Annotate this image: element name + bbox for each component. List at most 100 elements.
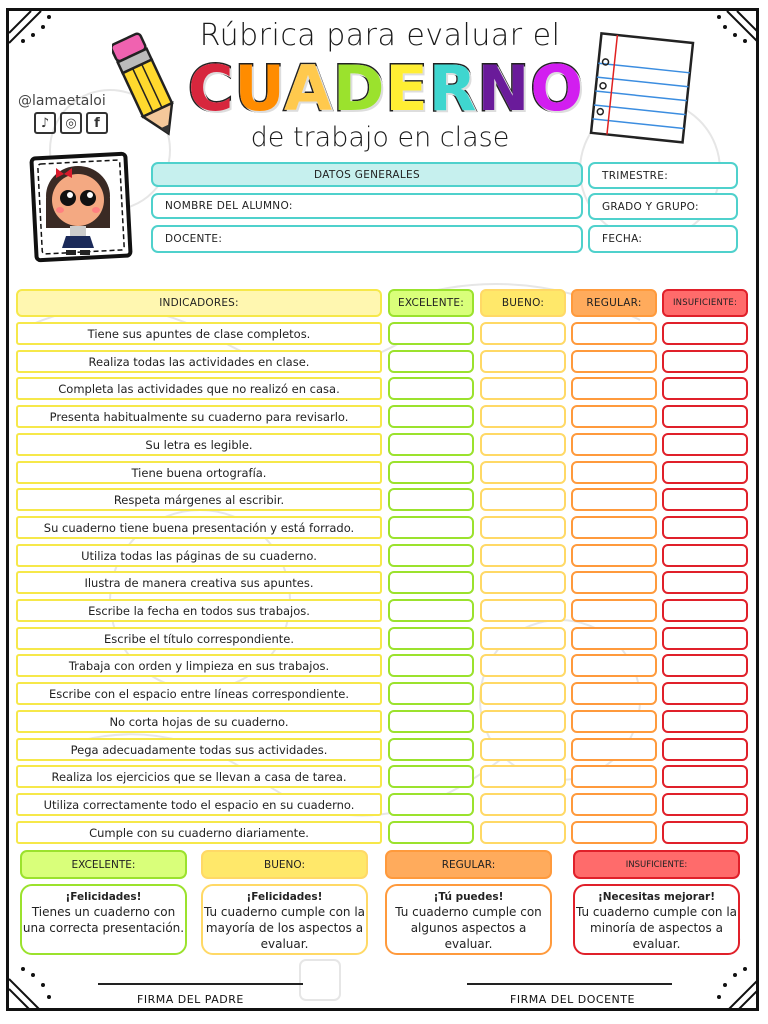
score-cell-regular[interactable]: [571, 682, 657, 705]
score-cell-bueno[interactable]: [480, 544, 566, 567]
score-cell-regular[interactable]: [571, 544, 657, 567]
score-cell-insuficiente[interactable]: [662, 738, 748, 761]
score-cell-insuficiente[interactable]: [662, 377, 748, 400]
score-cell-insuficiente[interactable]: [662, 765, 748, 788]
score-cell-regular[interactable]: [571, 599, 657, 622]
score-cell-regular[interactable]: [571, 654, 657, 677]
score-cell-regular[interactable]: [571, 350, 657, 373]
indicadores-header: INDICADORES:: [16, 289, 382, 317]
score-cell-excelente[interactable]: [388, 627, 474, 650]
fecha-field[interactable]: FECHA:: [588, 225, 738, 253]
score-cell-excelente[interactable]: [388, 710, 474, 733]
score-cell-regular[interactable]: [571, 821, 657, 844]
score-cell-excelente[interactable]: [388, 405, 474, 428]
score-cell-insuficiente[interactable]: [662, 682, 748, 705]
score-cell-excelente[interactable]: [388, 682, 474, 705]
score-cell-regular[interactable]: [571, 765, 657, 788]
score-cell-regular[interactable]: [571, 793, 657, 816]
grado-grupo-field[interactable]: GRADO Y GRUPO:: [588, 193, 738, 220]
firma-padre-line[interactable]: [98, 983, 303, 985]
score-cell-excelente[interactable]: [388, 654, 474, 677]
score-cell-insuficiente[interactable]: [662, 433, 748, 456]
score-cell-excelente[interactable]: [388, 821, 474, 844]
score-cell-regular[interactable]: [571, 488, 657, 511]
score-cell-bueno[interactable]: [480, 322, 566, 345]
score-cell-excelente[interactable]: [388, 793, 474, 816]
firma-docente-line[interactable]: [467, 983, 672, 985]
score-cell-excelente[interactable]: [388, 322, 474, 345]
score-cell-bueno[interactable]: [480, 377, 566, 400]
legend-text: Tu cuaderno cumple con la minoría de asp…: [575, 905, 738, 951]
score-cell-regular[interactable]: [571, 377, 657, 400]
score-cell-regular[interactable]: [571, 516, 657, 539]
score-cell-regular[interactable]: [571, 710, 657, 733]
legend-header-regular: REGULAR:: [385, 850, 552, 879]
score-cell-excelente[interactable]: [388, 599, 474, 622]
legend-lead: ¡Necesitas mejorar!: [597, 891, 715, 903]
score-cell-insuficiente[interactable]: [662, 516, 748, 539]
score-cell-insuficiente[interactable]: [662, 461, 748, 484]
trimestre-field[interactable]: TRIMESTRE:: [588, 162, 738, 189]
nombre-alumno-field[interactable]: NOMBRE DEL ALUMNO:: [151, 193, 583, 219]
score-cell-regular[interactable]: [571, 433, 657, 456]
score-cell-excelente[interactable]: [388, 461, 474, 484]
score-cell-excelente[interactable]: [388, 544, 474, 567]
score-cell-excelente[interactable]: [388, 516, 474, 539]
score-cell-bueno[interactable]: [480, 433, 566, 456]
column-header-insuficiente: INSUFICIENTE:: [662, 289, 748, 317]
score-cell-regular[interactable]: [571, 461, 657, 484]
score-cell-bueno[interactable]: [480, 765, 566, 788]
score-cell-excelente[interactable]: [388, 738, 474, 761]
title-letter: R: [427, 52, 478, 125]
score-cell-insuficiente[interactable]: [662, 350, 748, 373]
indicator-row: Su cuaderno tiene buena presentación y e…: [16, 516, 382, 539]
docente-field[interactable]: DOCENTE:: [151, 225, 583, 253]
score-cell-excelente[interactable]: [388, 571, 474, 594]
score-cell-bueno[interactable]: [480, 654, 566, 677]
score-cell-insuficiente[interactable]: [662, 599, 748, 622]
score-cell-insuficiente[interactable]: [662, 627, 748, 650]
score-cell-insuficiente[interactable]: [662, 544, 748, 567]
score-cell-bueno[interactable]: [480, 682, 566, 705]
nombre-alumno-label: NOMBRE DEL ALUMNO:: [165, 200, 293, 212]
score-cell-regular[interactable]: [571, 627, 657, 650]
score-cell-insuficiente[interactable]: [662, 322, 748, 345]
score-cell-insuficiente[interactable]: [662, 571, 748, 594]
score-cell-insuficiente[interactable]: [662, 488, 748, 511]
score-cell-bueno[interactable]: [480, 516, 566, 539]
score-cell-insuficiente[interactable]: [662, 821, 748, 844]
title-main: CUADERNO: [187, 54, 585, 123]
score-cell-insuficiente[interactable]: [662, 793, 748, 816]
docente-label: DOCENTE:: [165, 233, 223, 245]
score-cell-bueno[interactable]: [480, 350, 566, 373]
score-cell-bueno[interactable]: [480, 461, 566, 484]
score-cell-bueno[interactable]: [480, 571, 566, 594]
score-cell-bueno[interactable]: [480, 821, 566, 844]
score-cell-regular[interactable]: [571, 571, 657, 594]
score-cell-regular[interactable]: [571, 405, 657, 428]
score-cell-regular[interactable]: [571, 738, 657, 761]
score-cell-insuficiente[interactable]: [662, 405, 748, 428]
tiktok-icon: ♪: [34, 112, 56, 134]
score-cell-bueno[interactable]: [480, 488, 566, 511]
score-cell-bueno[interactable]: [480, 793, 566, 816]
legend-header-insuficiente: INSUFICIENTE:: [573, 850, 740, 879]
indicator-row: Utiliza todas las páginas de su cuaderno…: [16, 544, 382, 567]
score-cell-excelente[interactable]: [388, 350, 474, 373]
score-cell-excelente[interactable]: [388, 765, 474, 788]
score-cell-insuficiente[interactable]: [662, 710, 748, 733]
score-cell-excelente[interactable]: [388, 377, 474, 400]
indicator-row: Realiza todas las actividades en clase.: [16, 350, 382, 373]
score-cell-bueno[interactable]: [480, 710, 566, 733]
score-cell-insuficiente[interactable]: [662, 654, 748, 677]
score-cell-excelente[interactable]: [388, 433, 474, 456]
pencil-icon: [112, 32, 174, 136]
indicator-row: Completa las actividades que no realizó …: [16, 377, 382, 400]
score-cell-bueno[interactable]: [480, 738, 566, 761]
score-cell-bueno[interactable]: [480, 405, 566, 428]
score-cell-bueno[interactable]: [480, 599, 566, 622]
score-cell-bueno[interactable]: [480, 627, 566, 650]
title-letter: E: [384, 52, 429, 125]
score-cell-regular[interactable]: [571, 322, 657, 345]
score-cell-excelente[interactable]: [388, 488, 474, 511]
